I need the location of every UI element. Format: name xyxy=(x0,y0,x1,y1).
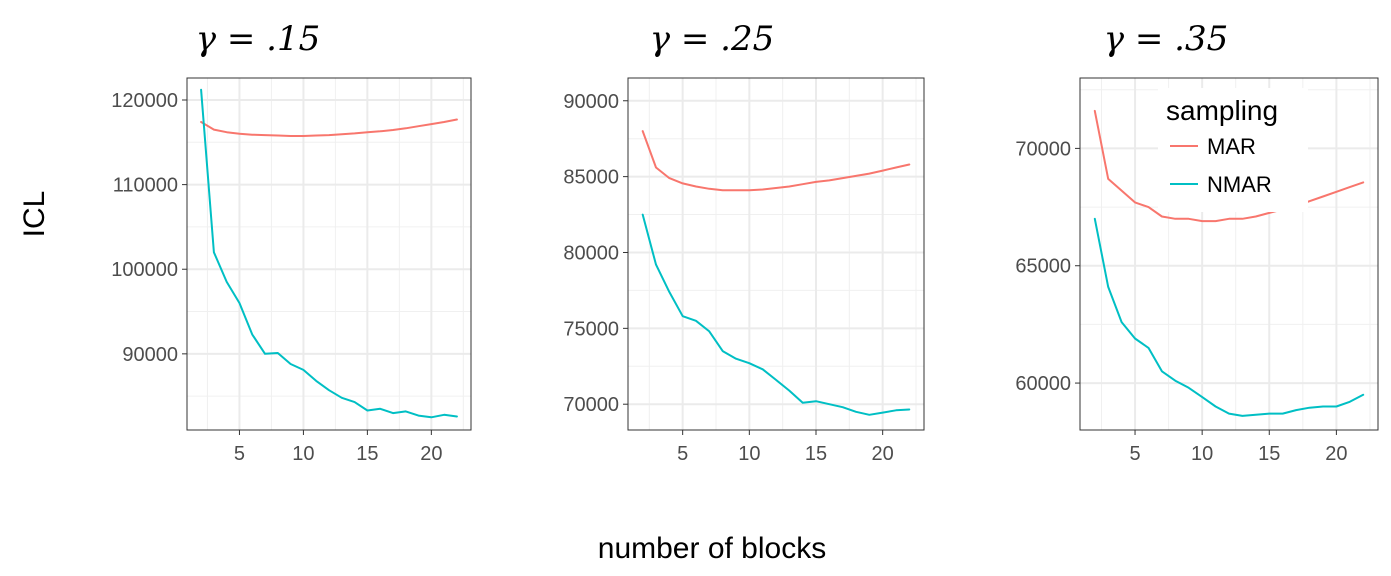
panel-border xyxy=(1079,77,1379,431)
series-line-mar xyxy=(200,118,458,137)
y-tick-label: 75000 xyxy=(563,318,619,340)
panel-background xyxy=(187,78,471,430)
y-tick-label: 65000 xyxy=(1015,256,1071,278)
y-tick-label: 70000 xyxy=(1015,138,1071,160)
y-tick-label: 80000 xyxy=(563,242,619,264)
y-tick-label: 120000 xyxy=(111,90,178,112)
x-tick-label: 20 xyxy=(872,443,894,465)
x-tick-label: 5 xyxy=(1129,443,1140,465)
y-tick-label: 110000 xyxy=(113,175,178,197)
series-line-nmar xyxy=(641,213,911,416)
series-line-nmar xyxy=(1093,217,1365,417)
panel-border xyxy=(186,77,472,431)
y-tick-label: 60000 xyxy=(1015,373,1071,395)
x-tick-label: 5 xyxy=(234,443,245,465)
y-tick-label: 85000 xyxy=(563,167,619,189)
x-axis-title: number of blocks xyxy=(598,532,826,565)
y-tick-label: 90000 xyxy=(563,91,619,113)
x-tick-label: 15 xyxy=(805,443,827,465)
panel-title: γ = .25 xyxy=(650,19,775,59)
panel-3: 5 10 15 20 60000 65000 70000 γ = .35 xyxy=(1015,19,1379,465)
y-tick-label: 90000 xyxy=(122,344,178,366)
x-tick-label: 5 xyxy=(677,443,688,465)
y-tick-label: 70000 xyxy=(563,394,619,416)
legend-background xyxy=(1158,88,1308,212)
legend-title: sampling xyxy=(1166,95,1278,126)
panel-title: γ = .15 xyxy=(196,19,321,59)
x-tick-label: 15 xyxy=(356,443,378,465)
x-tick-label: 20 xyxy=(420,443,442,465)
chart-panels: 5 10 15 20 90000 100000 110000 120000 γ = .15 5 10… xyxy=(111,19,1379,465)
panel-border xyxy=(627,77,925,431)
x-tick-label: 10 xyxy=(1191,443,1213,465)
panel-title: γ = .35 xyxy=(1104,19,1229,59)
series-line-mar xyxy=(1093,109,1365,223)
panel-2: 5 10 15 20 70000 75000 80000 85000 90000 γ = .25 xyxy=(563,19,925,465)
series-line-mar xyxy=(641,130,911,192)
x-tick-label: 10 xyxy=(292,443,314,465)
legend: sampling MAR NMAR xyxy=(1158,88,1308,212)
panel-background xyxy=(628,78,924,430)
y-axis-title: ICL xyxy=(18,191,51,238)
legend-label-mar: MAR xyxy=(1207,134,1256,159)
x-tick-label: 20 xyxy=(1325,443,1347,465)
panel-1: 5 10 15 20 90000 100000 110000 120000 γ = .15 xyxy=(111,19,472,465)
legend-label-nmar: NMAR xyxy=(1207,172,1272,197)
series-line-nmar xyxy=(200,88,458,419)
x-tick-label: 10 xyxy=(738,443,760,465)
y-tick-label: 100000 xyxy=(111,259,178,281)
x-tick-label: 15 xyxy=(1258,443,1280,465)
